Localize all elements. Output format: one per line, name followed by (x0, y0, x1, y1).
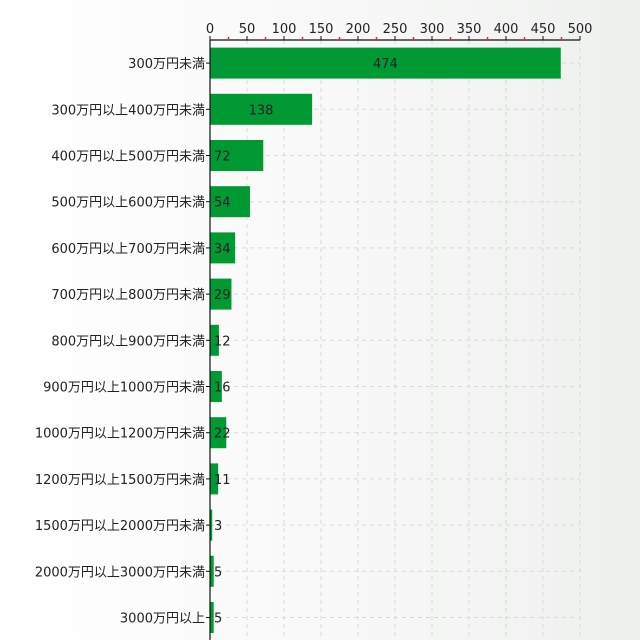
value-label: 34 (214, 242, 231, 257)
value-label: 16 (214, 381, 231, 396)
x-tick-label: 100 (272, 22, 297, 37)
category-label: 600万円以上700万円未満 (51, 242, 205, 257)
bar (210, 47, 561, 79)
x-tick-label: 250 (383, 22, 408, 37)
value-label: 22 (214, 427, 231, 442)
category-label: 2000万円以上3000万円未満 (35, 565, 205, 580)
category-label: 500万円以上600万円未満 (51, 196, 205, 211)
category-label: 3000万円以上 (120, 612, 205, 627)
value-label: 5 (214, 612, 222, 627)
bar (210, 555, 214, 587)
category-label: 300万円以上400万円未満 (51, 103, 205, 118)
x-minor-tick (264, 37, 267, 40)
value-label: 54 (214, 196, 231, 211)
value-label: 474 (373, 57, 398, 72)
x-minor-tick (523, 37, 526, 40)
category-label: 800万円以上900万円未満 (51, 334, 205, 349)
bar (210, 93, 313, 125)
bar (210, 324, 219, 356)
value-label: 3 (214, 519, 222, 534)
x-tick-label: 450 (531, 22, 556, 37)
category-label: 900万円以上1000万円未満 (43, 381, 205, 396)
x-minor-tick (301, 37, 304, 40)
category-label: 400万円以上500万円未満 (51, 150, 205, 165)
value-label: 138 (249, 103, 274, 118)
bars (210, 47, 561, 633)
category-label: 1200万円以上1500万円未満 (35, 473, 205, 488)
bar (210, 417, 227, 449)
x-minor-tick (560, 37, 563, 40)
x-tick-label: 200 (346, 22, 371, 37)
x-tick-label: 500 (568, 22, 593, 37)
x-minor-tick (227, 37, 230, 40)
x-minor-tick (412, 37, 415, 40)
x-tick-label: 400 (494, 22, 519, 37)
x-minor-tick (449, 37, 452, 40)
category-label: 1000万円以上1200万円未満 (35, 427, 205, 442)
x-minor-tick (486, 37, 489, 40)
grid-lines (210, 40, 581, 640)
x-minor-tick (375, 37, 378, 40)
category-labels: 300万円未満 300万円以上400万円未満 400万円以上500万円未満 500万円… (35, 57, 205, 626)
value-label: 72 (214, 150, 231, 165)
x-tick-label: 0 (206, 22, 214, 37)
bar (210, 140, 264, 171)
x-tick-label: 150 (309, 22, 334, 37)
value-label: 11 (214, 473, 231, 488)
value-labels: 474 138 72 54 34 29 12 16 22 11 3 5 5 (214, 57, 398, 626)
x-minor-tick (338, 37, 341, 40)
x-tick-label: 350 (457, 22, 482, 37)
bar (210, 602, 214, 633)
bar (210, 232, 236, 264)
x-tick-label: 300 (420, 22, 445, 37)
bar (210, 186, 250, 218)
value-label: 29 (214, 288, 231, 303)
value-label: 12 (214, 334, 231, 349)
value-label: 5 (214, 565, 222, 580)
category-label: 300万円未満 (128, 57, 205, 72)
category-label: 700万円以上800万円未満 (51, 288, 205, 303)
bar (210, 278, 232, 310)
category-label: 1500万円以上2000万円未満 (35, 519, 205, 534)
axes: 0 50 100 150 200 250 300 350 400 450 500 (206, 22, 593, 640)
x-tick-label: 50 (239, 22, 256, 37)
bar (210, 371, 222, 402)
bar (210, 509, 213, 541)
bar (210, 463, 219, 495)
